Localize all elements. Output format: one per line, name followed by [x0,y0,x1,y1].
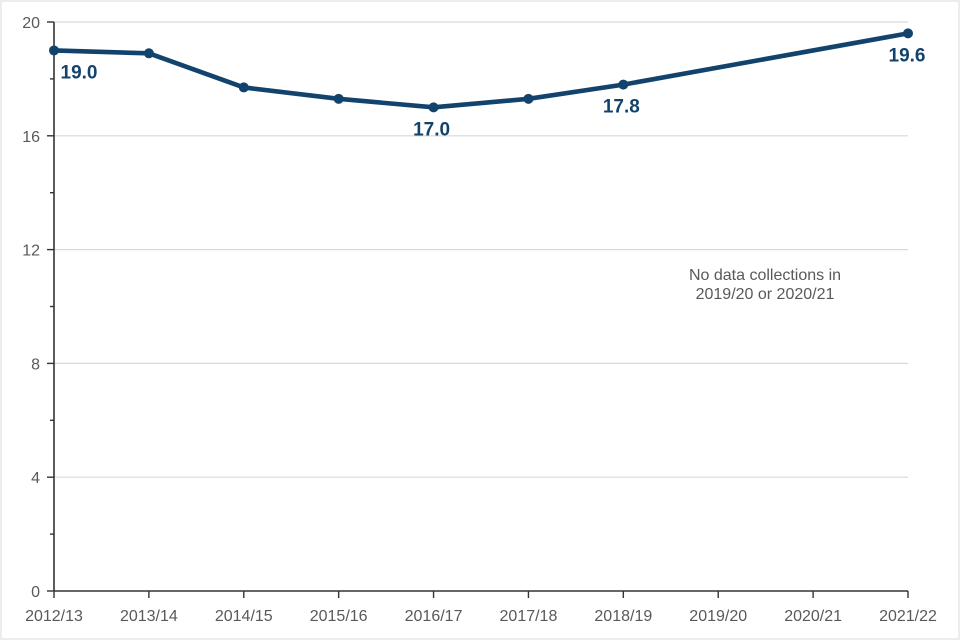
annotation-line-2: 2019/20 or 2020/21 [695,286,835,303]
data-point [618,79,629,90]
data-point [238,82,249,93]
y-tick-label: 12 [22,243,40,260]
x-tick-label: 2015/16 [310,608,368,625]
y-tick-label: 8 [31,356,40,373]
x-tick-label: 2017/18 [500,608,558,625]
x-tick-label: 2016/17 [405,608,463,625]
no-data-annotation: No data collections in 2019/20 or 2020/2… [665,266,865,304]
data-point-label: 19.0 [61,62,98,83]
data-point [523,93,534,104]
x-tick-label: 2018/19 [594,608,652,625]
x-tick-label: 2019/20 [689,608,747,625]
data-point-label: 19.6 [889,45,926,66]
data-point [143,48,154,59]
data-point-label: 17.0 [413,119,450,140]
x-tick-label: 2013/14 [120,608,178,625]
x-tick-label: 2020/21 [784,608,842,625]
x-tick-label: 2014/15 [215,608,273,625]
y-tick-label: 0 [31,584,40,601]
data-point-label: 17.8 [603,97,640,118]
data-point [49,45,59,56]
data-point [428,102,439,113]
y-tick-label: 16 [22,129,40,146]
x-tick-label: 2012/13 [25,608,83,625]
y-tick-label: 20 [22,15,40,32]
y-tick-label: 4 [31,470,40,487]
x-tick-label: 2021/22 [879,608,937,625]
series-line [51,31,911,110]
data-point [333,93,344,104]
data-point [903,28,913,39]
annotation-line-1: No data collections in [688,267,842,284]
